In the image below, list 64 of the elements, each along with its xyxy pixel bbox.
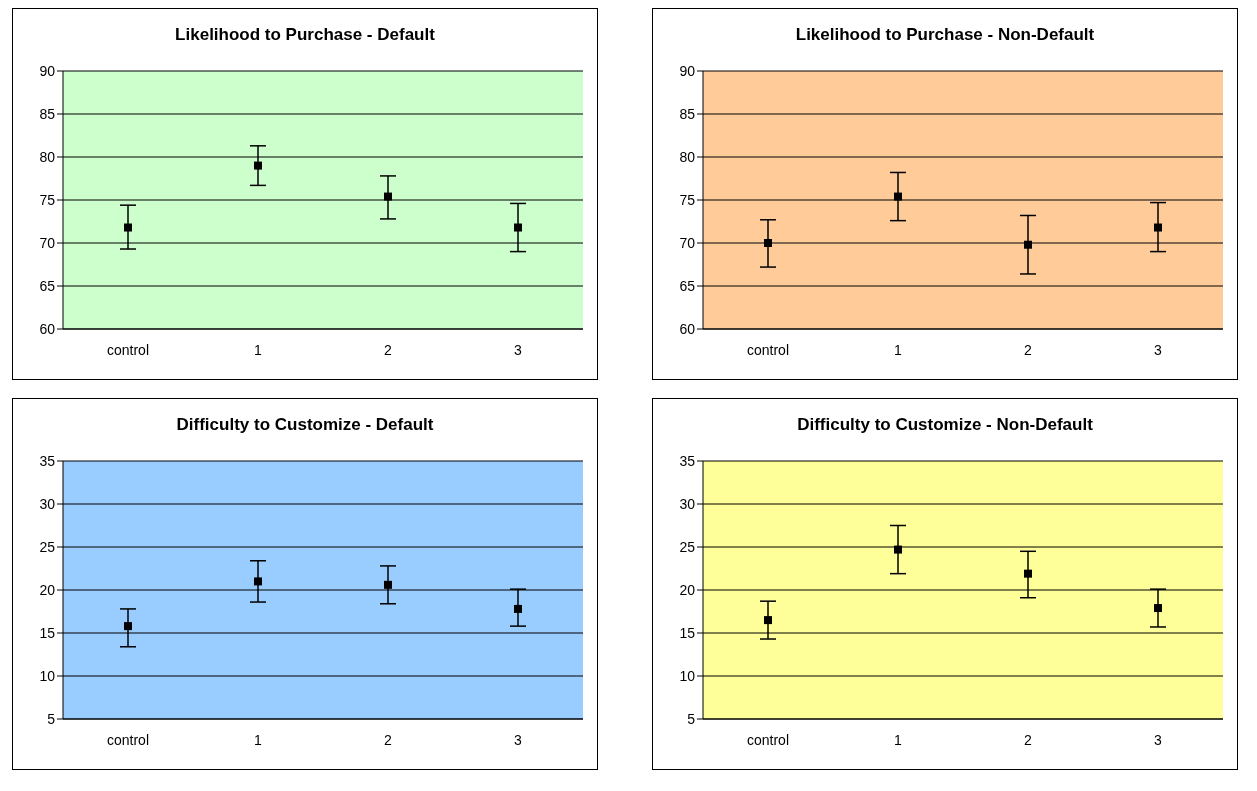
- point: [894, 192, 902, 201]
- chart-title: Likelihood to Purchase - Default: [174, 25, 436, 46]
- y-tick-label: 75: [39, 191, 56, 208]
- point: [1024, 240, 1032, 249]
- chart-title: Difficulty to Customize - Default: [175, 415, 435, 436]
- y-tick-label: 35: [679, 452, 696, 469]
- y-tick-label: 65: [39, 277, 56, 294]
- y-tick-label: 75: [679, 191, 696, 208]
- x-tick-label: 2: [384, 731, 393, 748]
- y-tick-label: 70: [679, 234, 696, 251]
- point: [764, 239, 772, 247]
- y-tick-label: 85: [679, 105, 696, 122]
- y-tick-label: 10: [39, 667, 56, 684]
- y-tick-label: 20: [679, 581, 696, 598]
- point: [514, 223, 522, 232]
- point: [254, 577, 262, 586]
- y-tick-label: 15: [679, 624, 696, 641]
- y-tick-label: 60: [679, 320, 696, 337]
- point: [764, 616, 772, 625]
- y-tick-label: 20: [39, 581, 56, 598]
- x-tick-label: 1: [254, 731, 263, 748]
- point: [124, 622, 132, 631]
- y-tick-label: 90: [679, 62, 696, 79]
- y-tick-label: 60: [39, 320, 56, 337]
- y-tick-label: 25: [39, 538, 56, 555]
- y-tick-label: 80: [39, 148, 56, 165]
- point: [384, 580, 392, 589]
- point: [514, 604, 522, 613]
- x-tick-label: control: [106, 731, 150, 748]
- y-tick-label: 5: [687, 710, 696, 727]
- point: [124, 223, 132, 232]
- chart-title: Likelihood to Purchase - Non-Default: [794, 25, 1096, 46]
- point: [1154, 604, 1162, 613]
- x-tick-label: 1: [894, 731, 903, 748]
- y-tick-label: 15: [39, 624, 56, 641]
- y-tick-label: 5: [47, 710, 56, 727]
- y-tick-label: 35: [39, 452, 56, 469]
- point: [384, 192, 392, 201]
- x-tick-label: control: [746, 341, 790, 358]
- y-tick-label: 10: [679, 667, 696, 684]
- x-tick-label: 3: [514, 341, 523, 358]
- x-tick-label: 2: [1024, 341, 1033, 358]
- x-tick-label: 3: [1154, 341, 1163, 358]
- x-tick-label: control: [746, 731, 790, 748]
- x-tick-label: control: [106, 341, 150, 358]
- point: [254, 161, 262, 170]
- x-tick-label: 3: [1154, 731, 1163, 748]
- x-tick-label: 3: [514, 731, 523, 748]
- x-tick-label: 2: [1024, 731, 1033, 748]
- y-tick-label: 70: [39, 234, 56, 251]
- x-tick-label: 1: [894, 341, 903, 358]
- y-tick-label: 25: [679, 538, 696, 555]
- point: [1024, 569, 1032, 578]
- y-tick-label: 65: [679, 277, 696, 294]
- y-tick-label: 30: [39, 495, 56, 512]
- point: [894, 545, 902, 554]
- y-tick-label: 30: [679, 495, 696, 512]
- y-tick-label: 90: [39, 62, 56, 79]
- point: [1154, 223, 1162, 232]
- y-tick-label: 85: [39, 105, 56, 122]
- x-tick-label: 2: [384, 341, 393, 358]
- chart-title: Difficulty to Customize - Non-Default: [796, 415, 1094, 436]
- x-tick-label: 1: [254, 341, 263, 358]
- y-tick-label: 80: [679, 148, 696, 165]
